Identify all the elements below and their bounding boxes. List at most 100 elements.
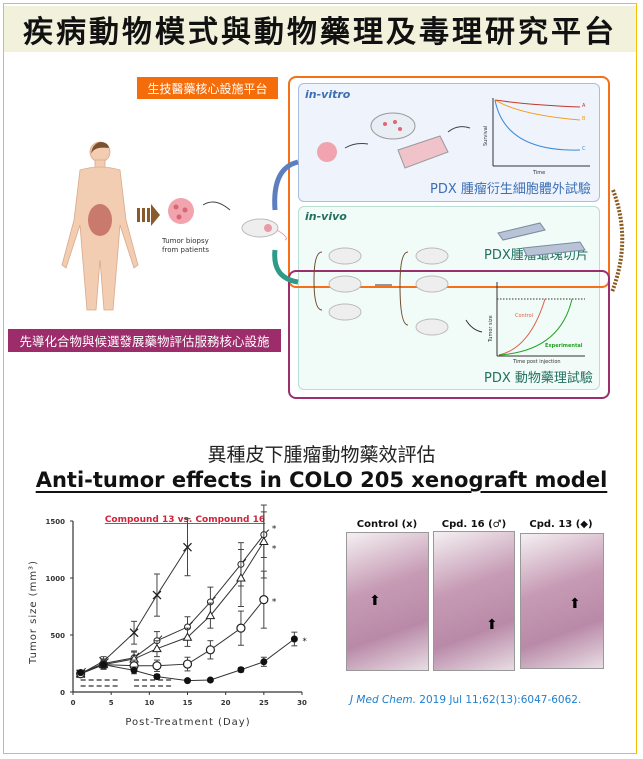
data-point-filled-circle: [77, 669, 85, 677]
human-hair-icon: [91, 142, 109, 154]
citation: J Med Chem. 2019 Jul 11;62(13):6047-6062…: [350, 694, 581, 706]
biopsy-caption-line2: from patients: [162, 246, 210, 254]
y-tick-label: 1500: [46, 518, 66, 526]
x-axis-label: Post-Treatment (Day): [125, 717, 250, 728]
y-axis-label: Tumor size (mm³): [28, 560, 39, 665]
significance-star: *: [302, 637, 307, 647]
series-a-label: A: [582, 103, 586, 109]
y-tick-label: 1000: [46, 575, 66, 583]
photo-label-cpd16: Cpd. 16 (♂): [441, 519, 507, 530]
mouse-photo-cpd16: ⬆: [433, 531, 515, 671]
data-point-filled-circle: [260, 658, 268, 666]
page-title: 疾病動物模式與動物藥理及毒理研究平台: [23, 15, 617, 50]
data-point-open-circle: [182, 659, 193, 669]
experimental-curve-label: Experimental: [545, 343, 583, 349]
tumor-icon: [168, 198, 194, 224]
series-line-triangle: [80, 541, 265, 675]
bracket-icon: [313, 251, 323, 311]
arrow-up-icon: ⬆: [369, 593, 381, 609]
chart-title: Compound 13 vs. Compound 16: [105, 515, 265, 525]
blue-arrow-icon: [272, 159, 299, 211]
biotech-core-frame: [288, 76, 610, 288]
arrow-up-icon: ⬆: [569, 596, 581, 612]
workflow-illustration: A B C Time Survival Control Experimental…: [61, 98, 625, 365]
x-tick-label: 25: [259, 699, 269, 707]
header: 疾病動物模式與動物藥理及毒理研究平台: [4, 6, 636, 52]
mouse-icon: [241, 218, 287, 241]
data-point-male-arrow: [265, 529, 270, 534]
invitro-panel: [298, 83, 600, 202]
control-curve-label: Control: [515, 313, 533, 319]
arrow-icon: [344, 143, 369, 149]
survival-plot: A B C Time Survival: [483, 98, 590, 176]
data-point-male-arrow: [212, 596, 216, 601]
petri-dish-icon: [370, 112, 416, 140]
tumor-plot-ylabel: Tumor size: [488, 315, 494, 343]
data-point-filled-circle: [237, 666, 245, 674]
mouse-group-icon: [328, 247, 449, 336]
invitro-caption: PDX 腫瘤衍生細胞體外試驗: [430, 182, 591, 197]
arrow-icon: [465, 319, 483, 333]
lead-core-label: 先導化合物與候選發展藥物評估服務核心設施: [8, 329, 281, 352]
invivo-panel: [298, 206, 600, 390]
data-point-filled-circle: [184, 677, 191, 685]
data-point-open-circle: [259, 595, 269, 605]
biopsy-caption: Tumor biopsy from patients: [162, 237, 209, 255]
x-tick-label: 30: [297, 699, 307, 707]
x-tick-label: 20: [221, 699, 231, 707]
significance-star: *: [272, 598, 277, 608]
tissue-slides-icon: [497, 222, 586, 257]
photo-label-control: Control (x): [356, 519, 418, 530]
series-line-male: [80, 534, 265, 674]
data-point-male-arrow: [158, 635, 163, 640]
data-point-male-arrow: [135, 652, 140, 657]
invitro-label: in-vitro: [305, 88, 351, 101]
arrow-icon: [447, 126, 471, 133]
x-tick-label: 10: [144, 699, 154, 707]
well-plate-icon: [397, 135, 449, 169]
biotech-core-label: 生技醫藥核心設施平台: [137, 77, 278, 99]
data-point-triangle: [152, 643, 162, 653]
significance-star: *: [272, 525, 277, 535]
bracket-icon: [399, 251, 409, 326]
data-point-x: [152, 590, 162, 600]
data-point-male-arrow: [189, 621, 193, 626]
data-point-filled-circle: [130, 666, 138, 674]
y-tick-label: 0: [60, 689, 65, 697]
significance-star: *: [272, 545, 277, 555]
cell-cluster-icon: [317, 142, 337, 162]
section-subtitle: 異種皮下腫瘤動物藥效評估: [207, 444, 436, 466]
mouse-photo-control: ⬆: [346, 532, 429, 671]
human-figure-icon: [61, 141, 139, 311]
data-point-filled-circle: [206, 676, 214, 684]
tumor-plot-xlabel: Time post injection: [512, 359, 561, 365]
arrow-icon: [202, 201, 231, 211]
data-point-triangle: [205, 610, 216, 620]
x-tick-label: 5: [109, 699, 114, 707]
brown-dashed-arrow-icon: [610, 189, 625, 293]
survival-ylabel: Survival: [483, 126, 489, 146]
biopsy-caption-line1: Tumor biopsy: [162, 237, 209, 245]
mouse-photo-cpd13: ⬆: [520, 533, 604, 669]
data-point-open-circle: [236, 623, 246, 633]
data-point-filled-circle: [153, 673, 161, 681]
data-point-triangle: [258, 536, 269, 546]
page-border: [3, 3, 637, 754]
tumor-growth-plot: Control Experimental Time post injection…: [488, 282, 585, 365]
invivo-caption: PDX 動物藥理試驗: [484, 371, 593, 386]
section-title: Anti-tumor effects in COLO 205 xenograft…: [35, 468, 608, 492]
series-line-open-circle: [80, 599, 265, 675]
lead-core-frame: [288, 270, 610, 399]
teal-arrow-icon: [272, 249, 299, 285]
x-tick-label: 0: [71, 699, 76, 707]
data-point-triangle: [236, 572, 246, 582]
invivo-label: in-vivo: [305, 210, 347, 223]
data-point-open-circle: [205, 645, 215, 655]
citation-details: 2019 Jul 11;62(13):6047-6062.: [415, 694, 582, 706]
data-point-filled-circle: [100, 661, 108, 669]
survival-xlabel: Time: [532, 170, 545, 176]
photo-label-cpd13: Cpd. 13 (◆): [529, 519, 593, 530]
x-tick-label: 15: [183, 699, 193, 707]
data-point-filled-circle: [290, 635, 298, 643]
data-point-open-circle: [152, 661, 162, 671]
